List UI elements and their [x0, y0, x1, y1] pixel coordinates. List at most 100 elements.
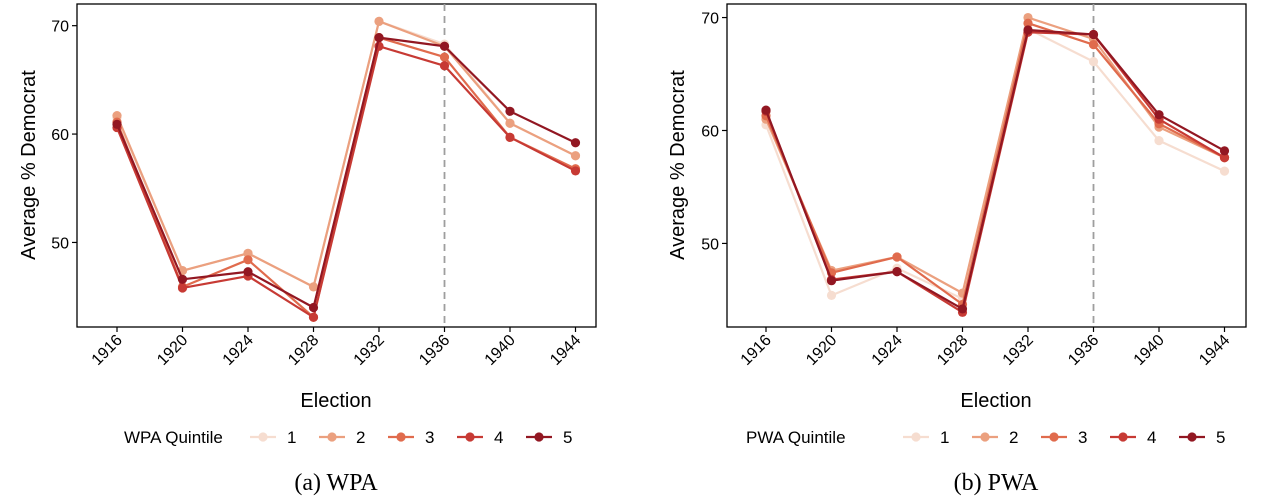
x-tick-label: 1936	[1065, 332, 1102, 369]
series-4-point	[439, 61, 450, 71]
y-tick-label: 60	[51, 127, 69, 144]
legend-key-point	[465, 432, 475, 442]
series-5-point	[826, 276, 837, 286]
x-tick-label: 1932	[351, 332, 388, 369]
series-5-point	[1023, 25, 1033, 35]
legend: WPA Quintile 1 2 3 4 5	[124, 428, 572, 447]
series-5-point	[957, 304, 968, 314]
x-tick-label: 1944	[547, 332, 584, 369]
x-tick-label: 1940	[1131, 332, 1168, 369]
x-axis-title: Election	[300, 390, 371, 412]
series-5-line	[115, 36, 576, 309]
series-5-point	[761, 105, 771, 115]
x-tick-label: 1928	[285, 332, 322, 369]
series-4-line	[115, 45, 577, 319]
legend-key-point	[396, 432, 406, 442]
series-5-point	[1219, 146, 1230, 156]
x-tick-label: 1936	[416, 332, 453, 369]
caption: (a) WPA	[294, 470, 378, 496]
series-5-point	[112, 119, 122, 129]
x-axis-title: Election	[960, 390, 1031, 412]
caption: (b) PWA	[954, 470, 1039, 496]
legend-key-point	[1187, 432, 1197, 442]
legend-key-point	[327, 432, 337, 442]
legend-label: 4	[1147, 428, 1156, 447]
series-5-point	[1154, 110, 1164, 120]
series-5-point	[570, 138, 581, 148]
series-4-point	[177, 283, 188, 293]
series-5-point	[505, 106, 515, 116]
series-2-point	[243, 248, 253, 258]
series-4-point	[570, 166, 581, 176]
x-tick-label: 1916	[89, 332, 126, 369]
series-5-point	[308, 302, 319, 313]
series-5-line	[764, 28, 1226, 311]
legend-label: 3	[425, 428, 434, 447]
series-3-point	[1088, 40, 1099, 50]
series-2-point	[570, 151, 581, 161]
legend-key-point	[911, 432, 921, 442]
series-2-point	[112, 111, 122, 121]
series-2-point	[374, 16, 384, 26]
legend-key-point	[258, 432, 268, 442]
legend-title: WPA Quintile	[124, 428, 223, 447]
series-3-point	[892, 252, 902, 262]
x-tick-label: 1932	[1000, 332, 1037, 369]
series-3-line	[764, 22, 1226, 306]
series-1-point	[1154, 136, 1164, 146]
x-tick-label: 1928	[934, 332, 971, 369]
series-2-point	[505, 118, 515, 128]
y-tick-label: 50	[701, 236, 719, 253]
series-1-point	[1088, 56, 1099, 67]
x-tick-label: 1940	[482, 332, 519, 369]
y-tick-label: 70	[51, 19, 69, 36]
x-tick-label: 1916	[738, 332, 775, 369]
legend-key-point	[1118, 432, 1128, 442]
series-4-point	[1219, 152, 1230, 163]
series-5-point	[374, 33, 384, 43]
legend-label: 1	[287, 428, 296, 447]
legend-label: 5	[563, 428, 572, 447]
series-2-line	[764, 16, 1225, 295]
series-4-point	[308, 312, 319, 322]
series-1-point	[1219, 166, 1230, 176]
series-5-point	[177, 274, 188, 284]
x-tick-label: 1924	[220, 332, 257, 369]
plot-frame	[726, 3, 1247, 328]
series-3-point	[439, 52, 450, 62]
legend-key-point	[534, 432, 544, 442]
legend-label: 5	[1216, 428, 1225, 447]
y-tick-label: 70	[701, 11, 719, 28]
plot-frame	[76, 3, 597, 328]
legend-key-point	[980, 432, 990, 442]
series-4-point	[505, 132, 515, 142]
legend: PWA Quintile 1 2 3 4 5	[746, 428, 1225, 447]
x-tick-label: 1924	[869, 332, 906, 369]
series-5-point	[439, 41, 450, 51]
y-axis-title: Average % Democrat	[18, 70, 40, 260]
legend-label: 1	[940, 428, 949, 447]
series-5-point	[892, 267, 902, 277]
x-tick-label: 1920	[154, 332, 191, 369]
series-2-line	[115, 20, 576, 288]
y-tick-label: 50	[51, 235, 69, 252]
x-tick-label: 1944	[1196, 332, 1233, 369]
series-3-point	[243, 255, 253, 265]
y-tick-label: 60	[701, 123, 719, 140]
legend-title: PWA Quintile	[746, 428, 846, 447]
series-1-point	[826, 290, 837, 300]
x-tick-label: 1920	[803, 332, 840, 369]
series-5-point	[243, 267, 253, 277]
series-2-point	[308, 282, 319, 292]
legend-label: 3	[1078, 428, 1087, 447]
legend-label: 2	[356, 428, 365, 447]
legend-label: 2	[1009, 428, 1018, 447]
y-axis-title: Average % Democrat	[667, 70, 689, 260]
series-3-point	[1023, 18, 1033, 28]
legend-label: 4	[494, 428, 503, 447]
legend-key-point	[1049, 432, 1059, 442]
series-5-point	[1088, 29, 1099, 40]
